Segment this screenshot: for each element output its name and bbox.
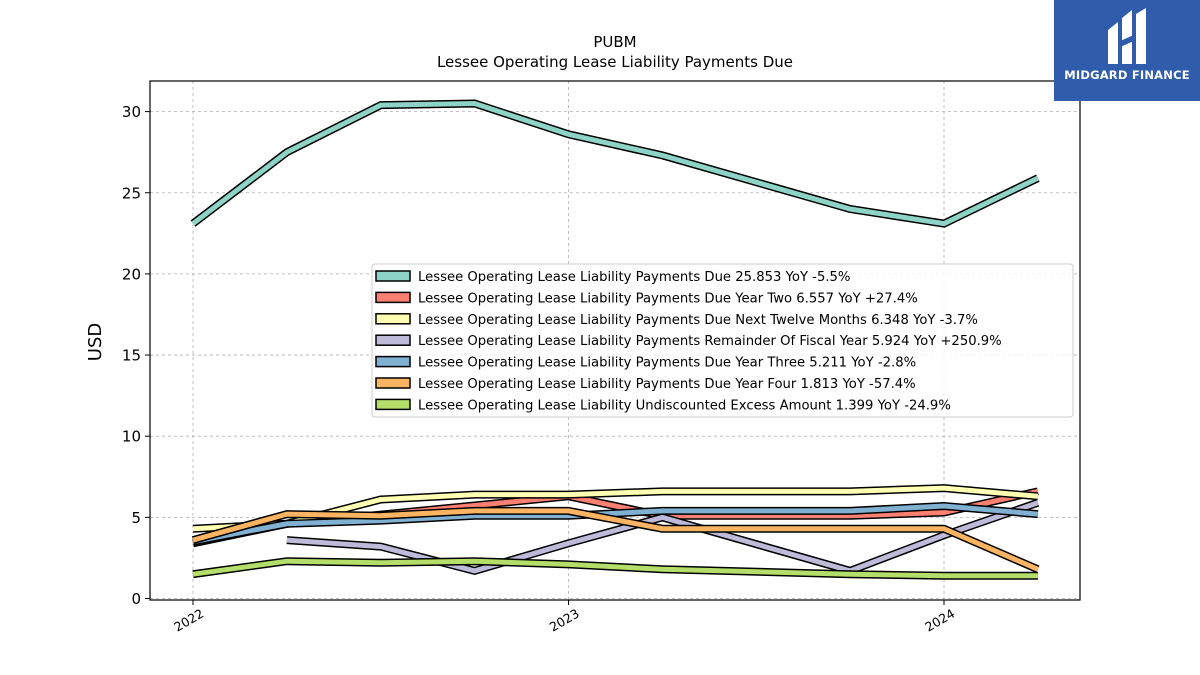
legend: Lessee Operating Lease Liability Payment… [371,263,1074,418]
series-stroke [191,100,1039,227]
series-lines [190,99,1040,580]
series-line-6 [191,506,1040,573]
chart-subtitle: Lessee Operating Lease Liability Payment… [437,53,793,71]
legend-label: Lessee Operating Lease Liability Payment… [418,356,916,371]
legend-label: Lessee Operating Lease Liability Payment… [418,334,1002,349]
legend-item: Lessee Operating Lease Liability Payment… [375,355,916,371]
legend-item: Lessee Operating Lease Liability Undisco… [375,398,951,413]
y-tick-label: 0 [131,590,141,608]
y-tick-label: 20 [122,265,141,283]
legend-label: Lessee Operating Lease Liability Payment… [418,270,850,285]
logo-mark-icon [1108,8,1146,64]
legend-label: Lessee Operating Lease Liability Payment… [418,377,916,392]
y-tick-label: 10 [122,428,141,446]
x-tick-label: 2023 [547,606,582,635]
legend-swatch [375,313,411,325]
series-stroke [286,500,1039,574]
logo-text: MIDGARD FINANCE [1064,68,1190,82]
y-tick-label: 15 [122,347,141,365]
legend-swatch [375,334,411,346]
series-stroke [192,508,1039,572]
series-line-4 [286,498,1040,576]
logo: MIDGARD FINANCE [1054,0,1200,101]
legend-swatch [375,398,411,411]
series-line-7 [192,557,1038,580]
series-outline [190,99,1040,228]
legend-swatch [375,270,411,282]
series-stroke [192,503,1039,545]
legend-swatch [375,377,411,389]
legend-swatch [375,355,411,368]
y-tick-label: 5 [131,509,141,527]
y-tick-label: 25 [122,184,141,202]
legend-box [371,263,1074,418]
legend-swatch [375,291,411,304]
series-line-1 [190,99,1040,228]
legend-item: Lessee Operating Lease Liability Payment… [375,377,916,392]
legend-item: Lessee Operating Lease Liability Payment… [375,313,978,328]
legend-label: Lessee Operating Lease Liability Undisco… [418,398,951,413]
chart-title: PUBM [593,33,636,51]
legend-label: Lessee Operating Lease Liability Payment… [418,291,918,306]
series-line-5 [192,501,1039,546]
x-tick-label: 2022 [171,606,206,635]
x-tick-label: 2024 [922,606,957,635]
legend-item: Lessee Operating Lease Liability Payment… [375,270,850,285]
y-tick-label: 30 [122,103,141,121]
legend-item: Lessee Operating Lease Liability Payment… [375,334,1002,349]
legend-item: Lessee Operating Lease Liability Payment… [375,291,918,306]
series-stroke [192,558,1038,579]
y-axis-label: USD [85,323,106,361]
legend-label: Lessee Operating Lease Liability Payment… [418,313,978,328]
plot-frame [149,80,1081,601]
